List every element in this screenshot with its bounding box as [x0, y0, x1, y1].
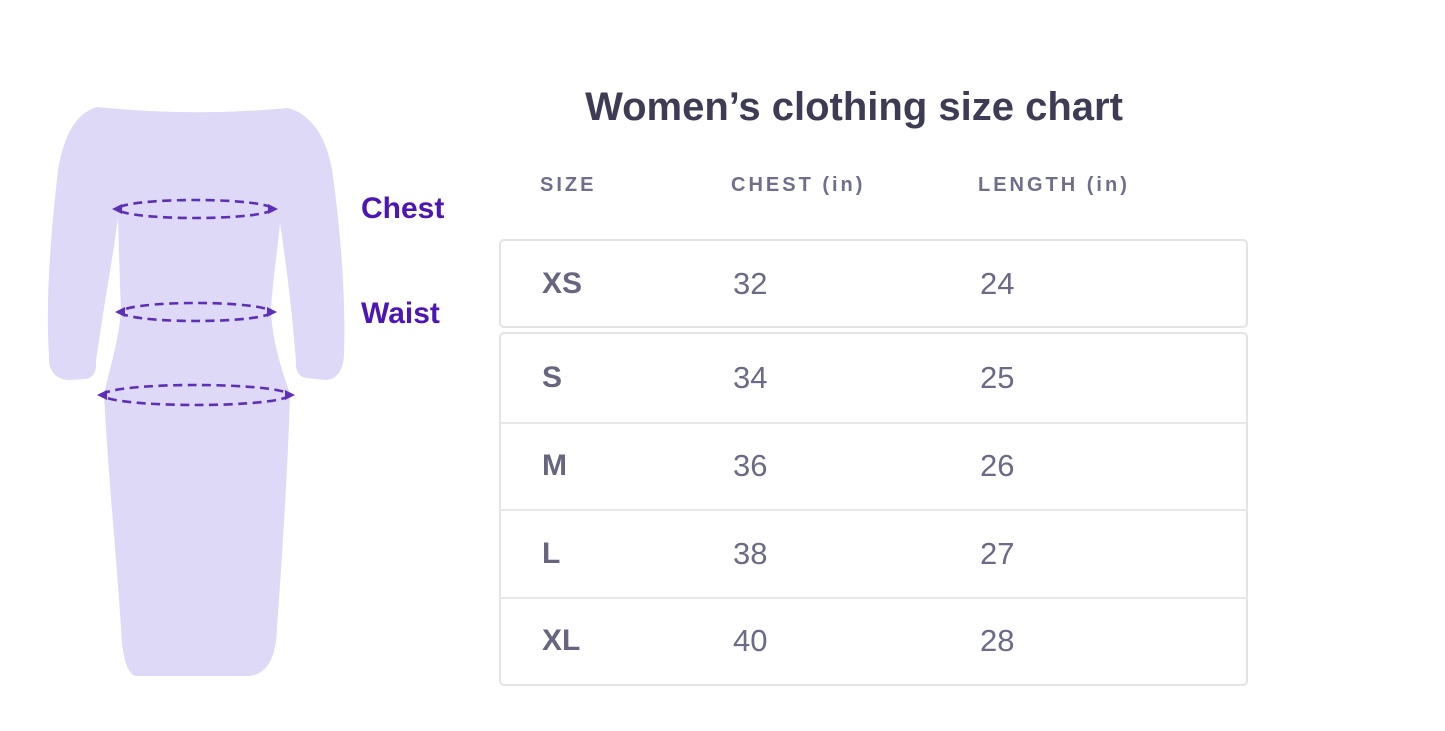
chest-value: 38: [733, 535, 768, 571]
length-value: 28: [980, 623, 1015, 659]
col-header-chest: CHEST (in): [731, 174, 866, 196]
chest-value: 36: [733, 448, 768, 484]
chest-value: 40: [733, 623, 768, 659]
size-value: S: [542, 360, 563, 394]
size-value: XL: [542, 624, 581, 658]
table-header-row: SIZE CHEST (in) LENGTH (in): [499, 172, 1248, 199]
chest-label: Chest: [361, 192, 445, 225]
table-row: XL 40 28: [501, 596, 1246, 685]
table-row: M 36 26: [501, 421, 1246, 510]
length-value: 26: [980, 448, 1015, 484]
hip-arrow-right: [285, 390, 295, 400]
table-row: L 38 27: [501, 509, 1246, 597]
page-title: Women’s clothing size chart: [585, 85, 1123, 129]
size-table-body-box: S 34 25 M 36 26 L 38 27 XL 40 28: [499, 332, 1248, 686]
col-header-size: SIZE: [540, 174, 597, 196]
col-header-length: LENGTH (in): [978, 174, 1130, 196]
size-value: M: [542, 449, 567, 483]
waist-arrow-left: [115, 307, 125, 317]
table-row: XS 32 24: [501, 241, 1246, 326]
chest-arrow-right: [268, 204, 278, 214]
chest-value: 34: [733, 359, 768, 395]
length-value: 24: [980, 265, 1015, 301]
dress-figure: Chest Waist: [0, 0, 470, 731]
size-value: L: [542, 536, 561, 570]
chest-arrow-left: [112, 204, 122, 214]
table-row: S 34 25: [501, 334, 1246, 422]
dress-illustration: [47, 107, 345, 676]
hip-arrow-left: [97, 390, 107, 400]
size-value: XS: [542, 266, 583, 300]
waist-arrow-right: [267, 307, 277, 317]
size-table-first-row-box: XS 32 24: [499, 239, 1248, 328]
dress-silhouette: [47, 107, 345, 676]
length-value: 25: [980, 359, 1015, 395]
chest-value: 32: [733, 265, 768, 301]
waist-label: Waist: [361, 297, 440, 330]
length-value: 27: [980, 535, 1015, 571]
